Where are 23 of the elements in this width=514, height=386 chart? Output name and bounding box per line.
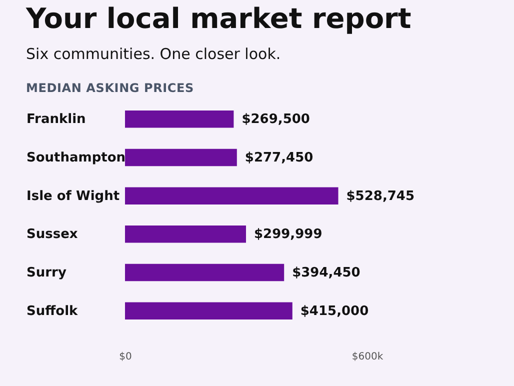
text: MEDIAN ASKING PRICES <box>26 81 195 95</box>
x-tick-label: $0 <box>119 352 132 362</box>
bar <box>125 148 237 166</box>
chart-subtitle: Six communities. One closer look. <box>26 45 282 63</box>
y-tick-label: Suffolk <box>26 304 78 319</box>
y-tick-label: Sussex <box>26 227 78 242</box>
data-label: $394,450 <box>292 266 360 281</box>
x-tick-label: $600k <box>352 352 384 362</box>
data-label: $277,450 <box>244 150 314 166</box>
bar <box>125 302 292 320</box>
bar <box>125 264 284 282</box>
y-tick-label: Franklin <box>26 112 86 128</box>
data-label: $528,745 <box>346 188 415 204</box>
bar <box>125 226 246 243</box>
data-label: $299,999 <box>254 227 322 242</box>
y-tick-label: Southampton <box>26 150 126 166</box>
data-label: $269,500 <box>242 112 310 128</box>
y-tick-label: Surry <box>26 266 67 281</box>
bar <box>125 187 338 204</box>
chart-title: Your local market report <box>26 2 412 35</box>
y-tick-label: Isle of Wight <box>26 188 120 204</box>
bar <box>125 110 234 128</box>
data-label: $415,000 <box>300 304 369 319</box>
